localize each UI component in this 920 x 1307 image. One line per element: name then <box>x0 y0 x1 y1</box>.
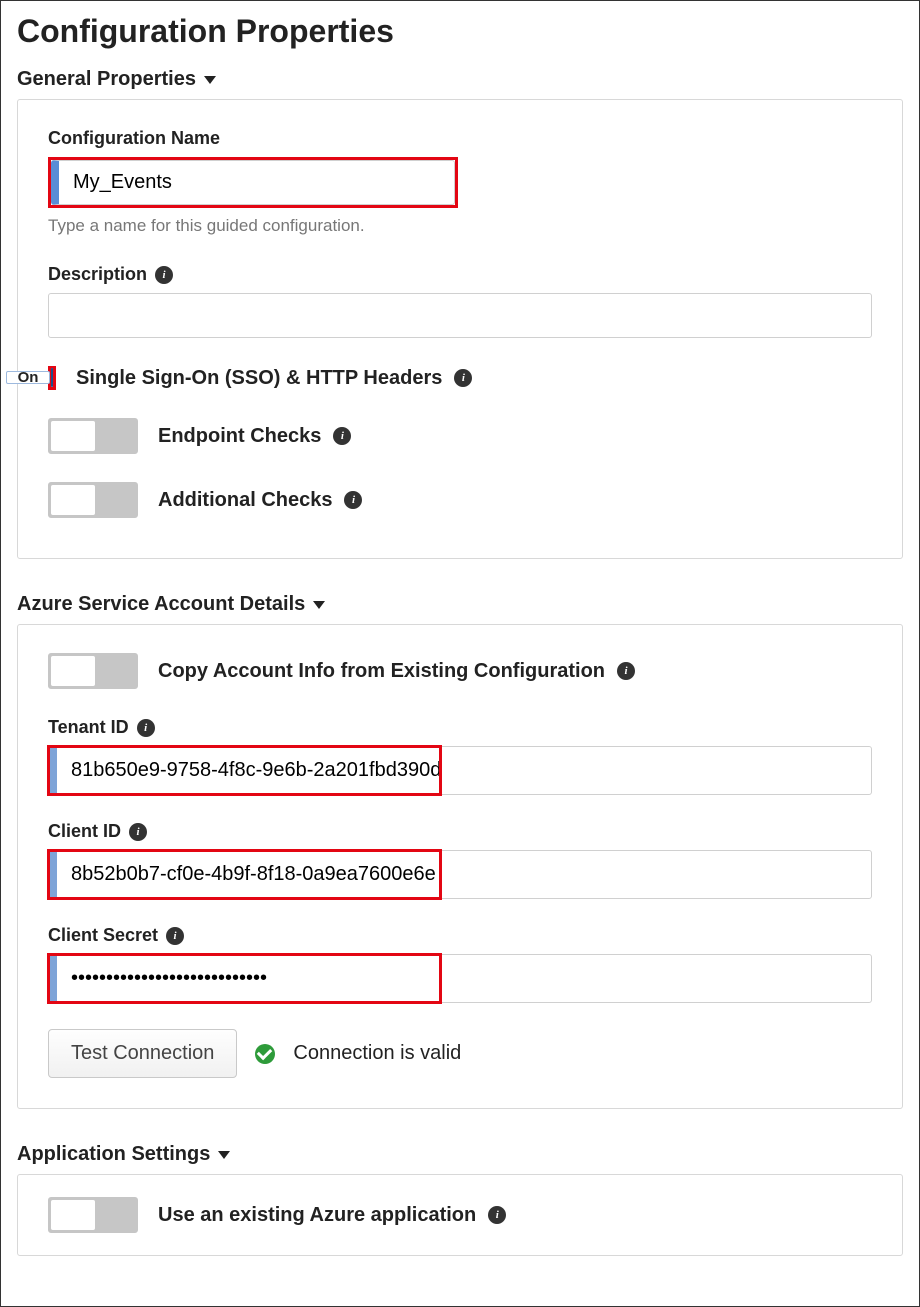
description-label-text: Description <box>48 264 147 285</box>
sso-toggle-knob: On <box>6 371 50 384</box>
info-icon[interactable]: i <box>454 369 472 387</box>
tenant-id-input[interactable] <box>49 747 871 794</box>
info-icon[interactable]: i <box>344 491 362 509</box>
copy-account-toggle-label: Copy Account Info from Existing Configur… <box>158 660 635 683</box>
config-name-group: Configuration Name Type a name for this … <box>48 128 872 236</box>
endpoint-toggle-label-text: Endpoint Checks <box>158 425 321 448</box>
client-id-input-wrap <box>48 850 872 899</box>
copy-account-toggle-knob <box>51 656 95 686</box>
info-icon[interactable]: i <box>137 719 155 737</box>
chevron-down-icon <box>313 601 325 609</box>
sso-toggle-label: Single Sign-On (SSO) & HTTP Headers i <box>76 367 472 390</box>
info-icon[interactable]: i <box>617 662 635 680</box>
use-existing-toggle-label-text: Use an existing Azure application <box>158 1204 476 1227</box>
endpoint-toggle-row: Endpoint Checks i <box>48 418 872 454</box>
description-label: Description i <box>48 264 872 285</box>
description-group: Description i <box>48 264 872 338</box>
use-existing-app-toggle[interactable] <box>48 1197 138 1233</box>
info-icon[interactable]: i <box>155 266 173 284</box>
copy-account-toggle-row: Copy Account Info from Existing Configur… <box>48 653 872 689</box>
copy-account-toggle[interactable] <box>48 653 138 689</box>
endpoint-toggle-knob <box>51 421 95 451</box>
copy-account-toggle-label-text: Copy Account Info from Existing Configur… <box>158 660 605 683</box>
general-properties-panel: Configuration Name Type a name for this … <box>17 99 903 559</box>
app-settings-panel: Use an existing Azure application i <box>17 1174 903 1256</box>
client-id-input[interactable] <box>49 851 871 898</box>
tenant-id-group: Tenant ID i <box>48 717 872 795</box>
tenant-id-label: Tenant ID i <box>48 717 872 738</box>
client-secret-input-wrap <box>48 954 872 1003</box>
test-connection-button[interactable]: Test Connection <box>48 1029 237 1078</box>
info-icon[interactable]: i <box>129 823 147 841</box>
additional-toggle-row: Additional Checks i <box>48 482 872 518</box>
config-name-label: Configuration Name <box>48 128 872 149</box>
config-properties-page: Configuration Properties General Propert… <box>0 0 920 1307</box>
test-connection-row: Test Connection Connection is valid <box>48 1029 872 1078</box>
connection-status: Connection is valid <box>293 1042 461 1065</box>
use-existing-toggle-knob <box>51 1200 95 1230</box>
additional-checks-toggle[interactable] <box>48 482 138 518</box>
client-secret-label: Client Secret i <box>48 925 872 946</box>
client-id-group: Client ID i <box>48 821 872 899</box>
app-settings-header-label: Application Settings <box>17 1143 210 1166</box>
client-secret-group: Client Secret i <box>48 925 872 1003</box>
endpoint-toggle-label: Endpoint Checks i <box>158 425 351 448</box>
config-name-input[interactable] <box>51 160 455 205</box>
client-secret-input[interactable] <box>49 955 871 1002</box>
client-secret-label-text: Client Secret <box>48 925 158 946</box>
additional-toggle-knob <box>51 485 95 515</box>
additional-toggle-label-text: Additional Checks <box>158 489 332 512</box>
config-name-help: Type a name for this guided configuratio… <box>48 216 872 236</box>
sso-toggle-highlight: On <box>48 366 56 390</box>
general-properties-header[interactable]: General Properties <box>17 68 903 91</box>
description-input[interactable] <box>48 293 872 338</box>
use-existing-toggle-row: Use an existing Azure application i <box>48 1197 872 1233</box>
azure-panel: Copy Account Info from Existing Configur… <box>17 624 903 1109</box>
config-name-highlight <box>48 157 458 208</box>
endpoint-checks-toggle[interactable] <box>48 418 138 454</box>
use-existing-toggle-label: Use an existing Azure application i <box>158 1204 506 1227</box>
sso-toggle-row: On Single Sign-On (SSO) & HTTP Headers i <box>48 366 872 390</box>
page-title: Configuration Properties <box>17 13 903 50</box>
azure-section-header-label: Azure Service Account Details <box>17 593 305 616</box>
sso-toggle[interactable]: On <box>51 368 53 387</box>
chevron-down-icon <box>218 1151 230 1159</box>
client-id-label-text: Client ID <box>48 821 121 842</box>
additional-toggle-label: Additional Checks i <box>158 489 362 512</box>
input-marker <box>49 955 57 1002</box>
input-marker <box>49 851 57 898</box>
sso-toggle-label-text: Single Sign-On (SSO) & HTTP Headers <box>76 367 442 390</box>
info-icon[interactable]: i <box>333 427 351 445</box>
input-marker <box>49 747 57 794</box>
tenant-id-input-wrap <box>48 746 872 795</box>
info-icon[interactable]: i <box>488 1206 506 1224</box>
app-settings-header[interactable]: Application Settings <box>17 1143 903 1166</box>
chevron-down-icon <box>204 76 216 84</box>
info-icon[interactable]: i <box>166 927 184 945</box>
general-properties-header-label: General Properties <box>17 68 196 91</box>
tenant-id-label-text: Tenant ID <box>48 717 129 738</box>
azure-section-header[interactable]: Azure Service Account Details <box>17 593 903 616</box>
client-id-label: Client ID i <box>48 821 872 842</box>
check-circle-icon <box>255 1044 275 1064</box>
